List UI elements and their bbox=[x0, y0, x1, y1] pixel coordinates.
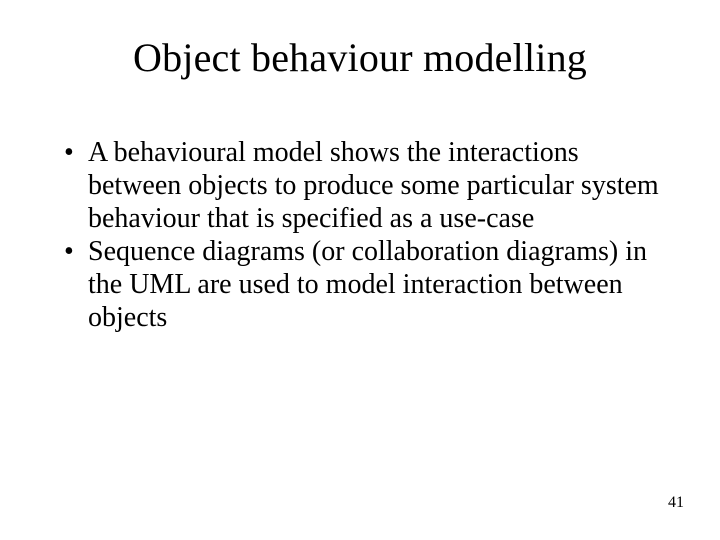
bullet-text: A behavioural model shows the interactio… bbox=[88, 137, 659, 234]
bullet-item: A behavioural model shows the interactio… bbox=[60, 136, 670, 235]
slide-title: Object behaviour modelling bbox=[0, 34, 720, 81]
bullet-item: Sequence diagrams (or collaboration diag… bbox=[60, 235, 670, 334]
page-number: 41 bbox=[668, 494, 684, 512]
bullet-list: A behavioural model shows the interactio… bbox=[60, 136, 670, 334]
slide-body: A behavioural model shows the interactio… bbox=[60, 136, 670, 334]
slide: Object behaviour modelling A behavioural… bbox=[0, 0, 720, 540]
bullet-text: Sequence diagrams (or collaboration diag… bbox=[88, 236, 647, 333]
